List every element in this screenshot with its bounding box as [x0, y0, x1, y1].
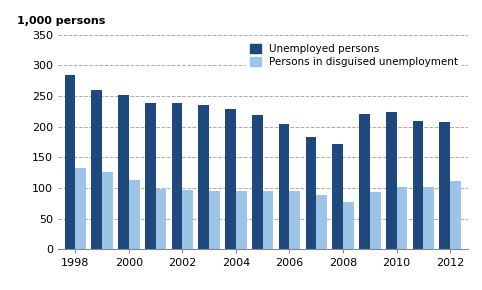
- Bar: [370, 192, 380, 249]
- Bar: [91, 90, 102, 249]
- Bar: [263, 191, 273, 249]
- Bar: [118, 95, 129, 249]
- Bar: [332, 144, 343, 249]
- Bar: [102, 171, 113, 249]
- Bar: [156, 189, 166, 249]
- Legend: Unemployed persons, Persons in disguised unemployment: Unemployed persons, Persons in disguised…: [246, 40, 462, 71]
- Bar: [236, 191, 247, 249]
- Bar: [440, 122, 450, 249]
- Bar: [182, 190, 193, 249]
- Bar: [209, 191, 220, 249]
- Bar: [225, 109, 236, 249]
- Bar: [386, 112, 397, 249]
- Bar: [450, 181, 461, 249]
- Bar: [199, 105, 209, 249]
- Bar: [306, 137, 316, 249]
- Bar: [172, 104, 182, 249]
- Bar: [359, 114, 370, 249]
- Text: 1,000 persons: 1,000 persons: [17, 16, 105, 26]
- Bar: [279, 124, 290, 249]
- Bar: [290, 191, 300, 249]
- Bar: [413, 121, 423, 249]
- Bar: [397, 187, 407, 249]
- Bar: [129, 180, 139, 249]
- Bar: [75, 168, 86, 249]
- Bar: [65, 75, 75, 249]
- Bar: [316, 195, 327, 249]
- Bar: [252, 115, 263, 249]
- Bar: [145, 104, 156, 249]
- Bar: [423, 187, 434, 249]
- Bar: [343, 202, 354, 249]
